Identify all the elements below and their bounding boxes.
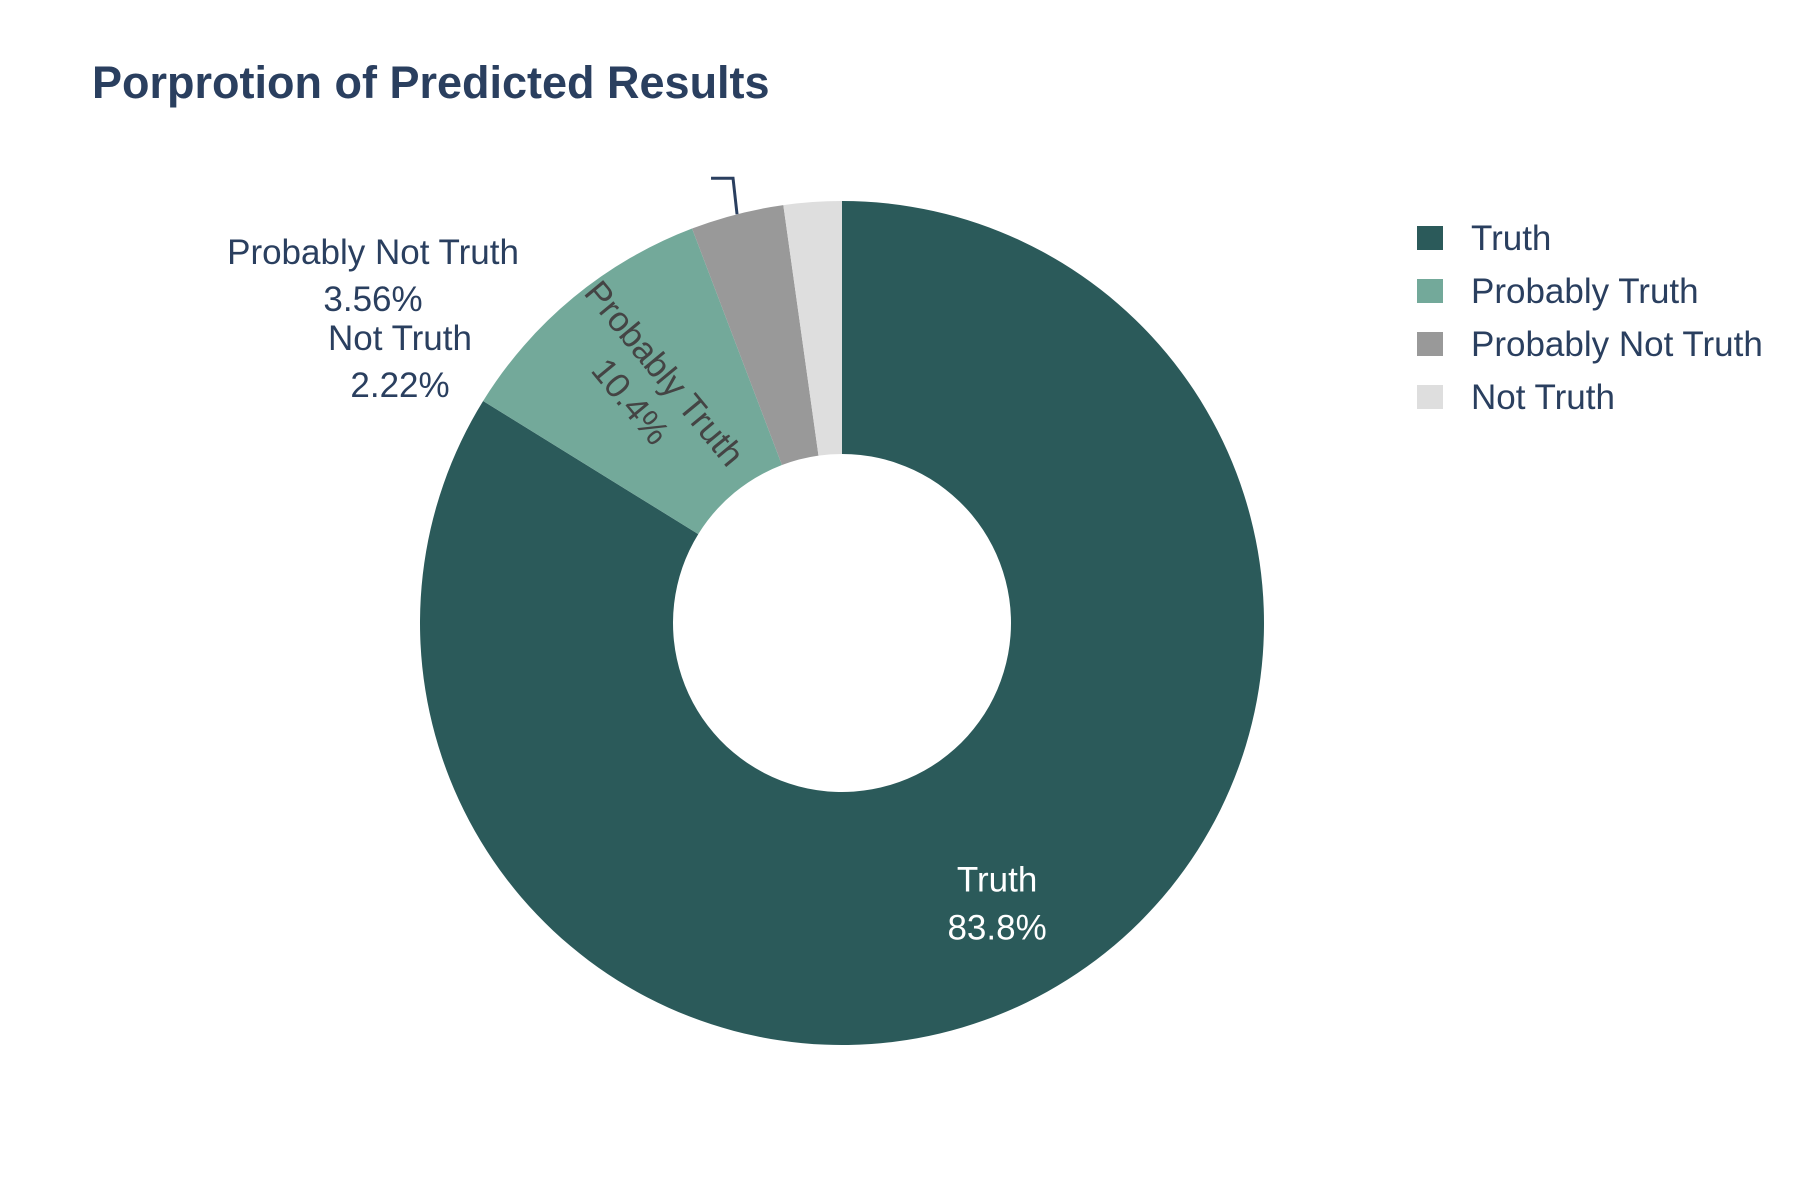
slice-probably-not-truth	[692, 205, 819, 466]
chart-title: Porprotion of Predicted Results	[92, 57, 770, 108]
legend-swatch-truth	[1417, 226, 1443, 250]
legend-label-probably-not-truth: Probably Not Truth	[1471, 325, 1763, 364]
legend-swatch-probably-truth	[1417, 279, 1443, 303]
slice-label-not-truth: Not Truth 2.22%	[328, 319, 472, 405]
legend-item-probably-not-truth[interactable]: Probably Not Truth	[1417, 325, 1763, 364]
legend: Truth Probably Truth Probably Not Truth Not…	[1417, 219, 1763, 417]
legend-label-truth: Truth	[1471, 219, 1551, 258]
legend-swatch-probably-not-truth	[1417, 332, 1443, 356]
slice-label-truth: Truth 83.8%	[947, 860, 1046, 947]
legend-swatch-not-truth	[1417, 385, 1443, 409]
donut-slices	[419, 201, 1265, 1045]
leader-line-probably-not-truth	[711, 176, 739, 215]
legend-item-truth[interactable]: Truth	[1417, 219, 1551, 258]
legend-label-not-truth: Not Truth	[1471, 378, 1615, 417]
legend-label-probably-truth: Probably Truth	[1471, 272, 1699, 311]
slice-truth	[419, 201, 1265, 1045]
legend-item-not-truth[interactable]: Not Truth	[1417, 378, 1615, 417]
legend-item-probably-truth[interactable]: Probably Truth	[1417, 272, 1699, 311]
slice-not-truth	[783, 201, 842, 456]
slice-label-probably-not-truth: Probably Not Truth 3.56%	[227, 233, 519, 319]
slice-probably-truth	[483, 228, 782, 535]
